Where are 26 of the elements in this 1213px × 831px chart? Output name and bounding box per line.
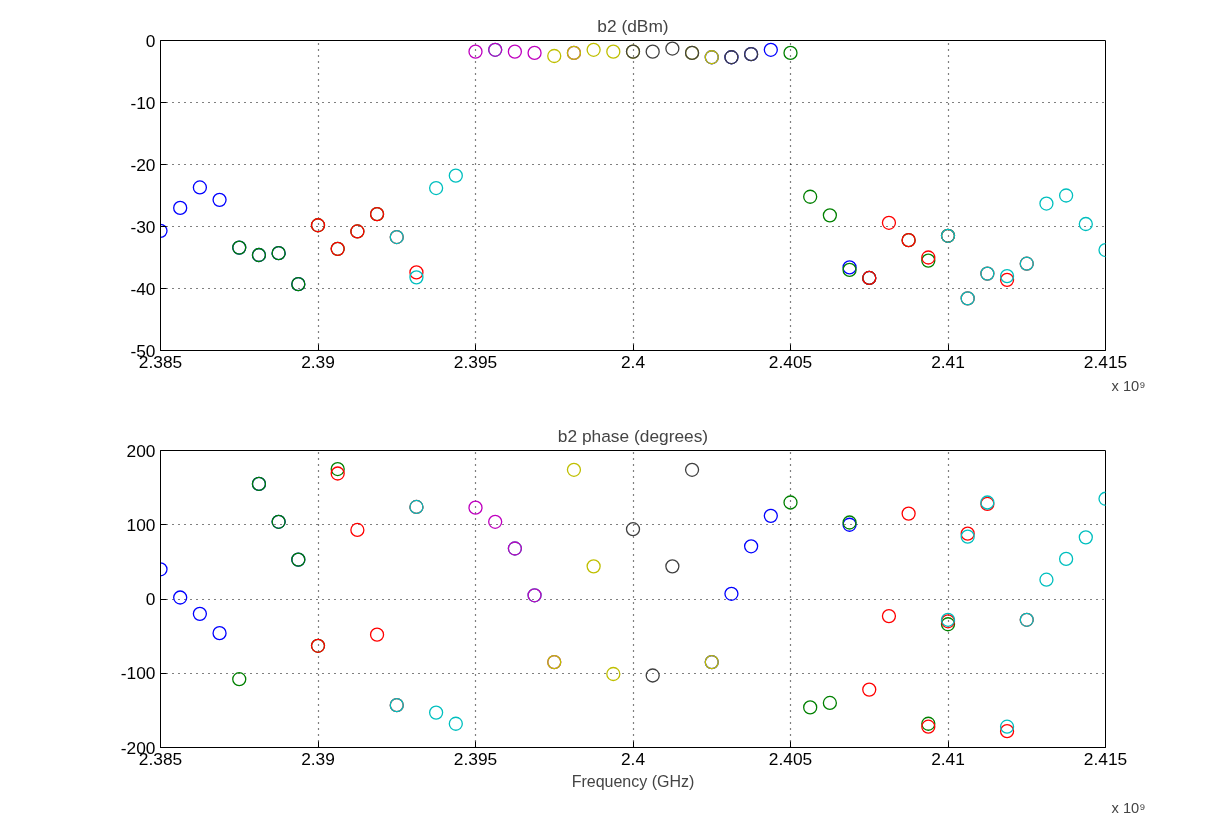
y-tick-label: -10: [130, 92, 156, 113]
y-tick-label: 0: [145, 589, 156, 609]
x-tick-label: 2.41: [931, 351, 965, 372]
y-tick-label: -30: [130, 216, 156, 237]
x-tick-label: 2.395: [453, 748, 498, 769]
x-tick-label: 2.405: [768, 351, 813, 372]
x-axis-title: Frequency (GHz): [571, 772, 695, 790]
y-tick-label: 100: [126, 514, 156, 535]
text: x 10⁹: [1111, 799, 1146, 816]
y-tick-label: 200: [126, 440, 156, 461]
y-tick-label: -20: [130, 154, 156, 175]
x-tick-label: 2.415: [1083, 351, 1128, 372]
chart-title: b2 phase (degrees): [557, 425, 709, 446]
chart-title: b2 (dBm): [597, 15, 669, 36]
y-tick-label: -40: [130, 278, 156, 299]
y-tick-label: -100: [120, 663, 156, 684]
x-tick-label: 2.4: [620, 351, 646, 372]
x-tick-label: 2.415: [1083, 748, 1128, 769]
x-tick-label: 2.39: [301, 351, 335, 372]
x-tick-label: 2.395: [453, 351, 498, 372]
x-tick-label: 2.4: [620, 748, 646, 769]
text: x 10⁹: [1111, 377, 1146, 394]
y-tick-label: 0: [145, 30, 156, 51]
x-tick-label: 2.405: [768, 748, 813, 769]
x-tick-label: 2.39: [301, 748, 335, 769]
x-tick-label: 2.41: [931, 748, 965, 769]
